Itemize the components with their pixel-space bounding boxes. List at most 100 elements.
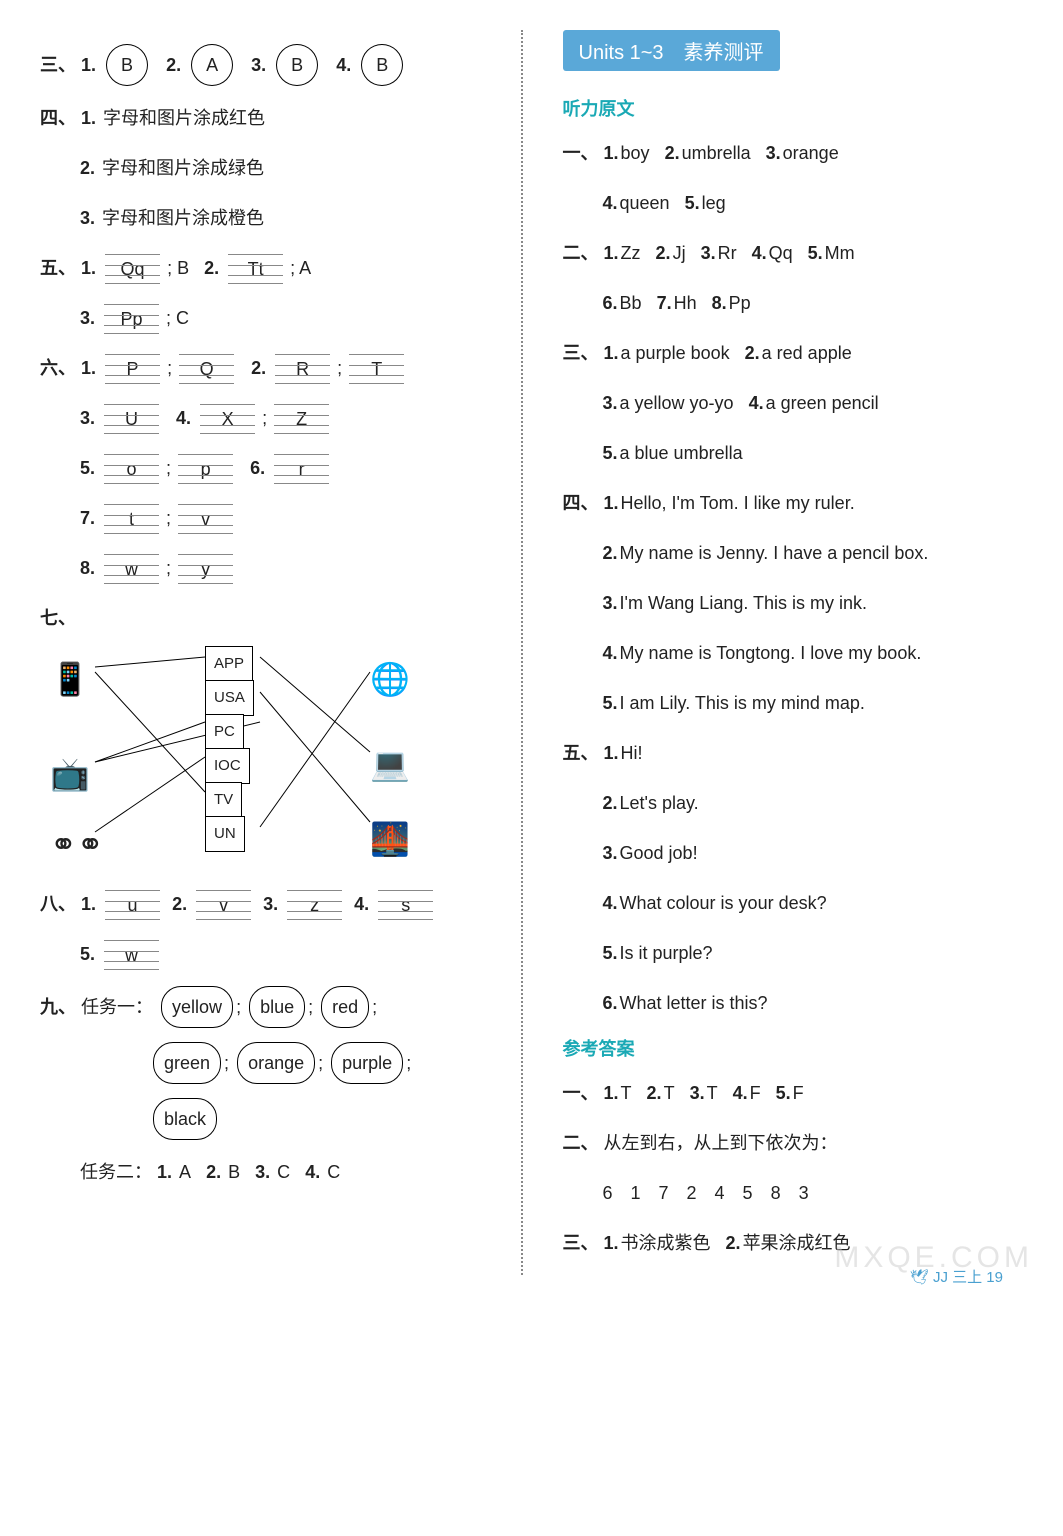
s4-2-t: 字母和图片涂成绿色 xyxy=(102,158,264,178)
s6-7-n: 7. xyxy=(80,508,95,528)
s6-3-l1: U xyxy=(104,404,159,434)
r5-1n: 1. xyxy=(604,743,619,763)
color-blue: blue xyxy=(249,986,305,1028)
a1-2t: T xyxy=(664,1083,675,1103)
box-un: UN xyxy=(205,816,245,852)
box-ioc: IOC xyxy=(205,748,250,784)
a1-3n: 3. xyxy=(690,1083,705,1103)
r2-6n: 6. xyxy=(603,293,618,313)
s6-4-n: 4. xyxy=(176,408,191,428)
s6-6-n: 6. xyxy=(250,458,265,478)
r3-3t: a yellow yo-yo xyxy=(620,393,734,413)
s8-5-l: w xyxy=(104,940,159,970)
r3-1t: a purple book xyxy=(621,343,730,363)
section-8: 八、 1. u 2. v 3. z 4. s xyxy=(40,886,501,922)
s6-4-l2: Z xyxy=(274,404,329,434)
answers-label: 参考答案 xyxy=(563,1035,1024,1061)
r3-4t: a green pencil xyxy=(766,393,879,413)
r2-3t: Rr xyxy=(718,243,737,263)
s5-1-a: ; B xyxy=(167,258,189,278)
r5-1t: Hi! xyxy=(621,743,643,763)
section-3: 三、 1. B 2. A 3. B 4. B xyxy=(40,44,501,86)
bridge-icon: 🌉 xyxy=(370,807,410,871)
r4-3t: I'm Wang Liang. This is my ink. xyxy=(620,593,868,613)
task1-label: 任务一： xyxy=(81,997,153,1017)
s8-4-l: s xyxy=(378,890,433,920)
r1-1t: boy xyxy=(621,143,650,163)
s4-1-t: 字母和图片涂成红色 xyxy=(103,108,265,128)
s8-3-l: z xyxy=(287,890,342,920)
left-column: 三、 1. B 2. A 3. B 4. B 四、 1. 字母和图片涂成红色 2… xyxy=(40,30,523,1275)
r2-5n: 5. xyxy=(808,243,823,263)
r4-2n: 2. xyxy=(603,543,618,563)
r1-4n: 4. xyxy=(603,193,618,213)
r4-1t: Hello, I'm Tom. I like my ruler. xyxy=(621,493,855,513)
s4-2-n: 2. xyxy=(80,158,95,178)
r5-6t: What letter is this? xyxy=(620,993,768,1013)
t2-2-n: 2. xyxy=(206,1162,221,1182)
a3-label: 三、 xyxy=(563,1233,599,1253)
t2-3-a: C xyxy=(277,1162,290,1182)
s6-1-s: ; xyxy=(167,358,172,378)
olympic-icon: ⚭⚭ xyxy=(50,812,104,876)
watermark: MXQE.COM xyxy=(834,1241,1033,1275)
s4-3-n: 3. xyxy=(80,208,95,228)
s3-4-n: 4. xyxy=(336,55,351,75)
s3-4-ans: B xyxy=(361,44,403,86)
s6-7-s: ; xyxy=(166,508,171,528)
r2-6t: Bb xyxy=(620,293,642,313)
r2-8t: Pp xyxy=(729,293,751,313)
r4-5n: 5. xyxy=(603,693,618,713)
s3-3-n: 3. xyxy=(251,55,266,75)
s6-7-l1: t xyxy=(104,504,159,534)
s3-1-n: 1. xyxy=(81,55,96,75)
r5-2t: Let's play. xyxy=(620,793,699,813)
r1-3t: orange xyxy=(783,143,839,163)
s5-2-l: Tt xyxy=(228,254,283,284)
r5-5t: Is it purple? xyxy=(620,943,713,963)
r5-4t: What colour is your desk? xyxy=(620,893,827,913)
s3-label: 三、 xyxy=(40,55,76,75)
s6-6-l1: r xyxy=(274,454,329,484)
box-app: APP xyxy=(205,646,253,682)
a1-4n: 4. xyxy=(733,1083,748,1103)
s6-8-l2: y xyxy=(178,554,233,584)
s6-8-n: 8. xyxy=(80,558,95,578)
r3-4n: 4. xyxy=(749,393,764,413)
section-5: 五、 1. Qq ; B 2. Tt ; A xyxy=(40,250,501,286)
color-orange: orange xyxy=(237,1042,315,1084)
r2-3n: 3. xyxy=(701,243,716,263)
s8-4-n: 4. xyxy=(354,894,369,914)
r2-1n: 1. xyxy=(604,243,619,263)
r3-3n: 3. xyxy=(603,393,618,413)
s6-5-l1: o xyxy=(104,454,159,484)
color-yellow: yellow xyxy=(161,986,233,1028)
color-green: green xyxy=(153,1042,221,1084)
a2-label: 二、 xyxy=(563,1133,599,1153)
r1-2t: umbrella xyxy=(682,143,751,163)
a1-4t: F xyxy=(750,1083,761,1103)
r3-5t: a blue umbrella xyxy=(620,443,743,463)
a1-1n: 1. xyxy=(604,1083,619,1103)
t2-3-n: 3. xyxy=(255,1162,270,1182)
t2-1-n: 1. xyxy=(157,1162,172,1182)
r4-4n: 4. xyxy=(603,643,618,663)
phone-icon: 📱 xyxy=(50,647,90,711)
r2-4n: 4. xyxy=(752,243,767,263)
s6-5-s: ; xyxy=(166,458,171,478)
r5-2n: 2. xyxy=(603,793,618,813)
r4-5t: I am Lily. This is my mind map. xyxy=(620,693,865,713)
box-tv: TV xyxy=(205,782,242,818)
r5-3t: Good job! xyxy=(620,843,698,863)
r1-label: 一、 xyxy=(563,143,599,163)
s4-label: 四、 xyxy=(40,108,76,128)
r5-label: 五、 xyxy=(563,743,599,763)
r2-8n: 8. xyxy=(712,293,727,313)
color-red: red xyxy=(321,986,369,1028)
r4-1n: 1. xyxy=(604,493,619,513)
un-icon: 🌐 xyxy=(370,647,410,711)
box-pc: PC xyxy=(205,714,244,750)
s5-1-n: 1. xyxy=(81,258,96,278)
s8-1-n: 1. xyxy=(81,894,96,914)
s7-label: 七、 xyxy=(40,608,76,628)
